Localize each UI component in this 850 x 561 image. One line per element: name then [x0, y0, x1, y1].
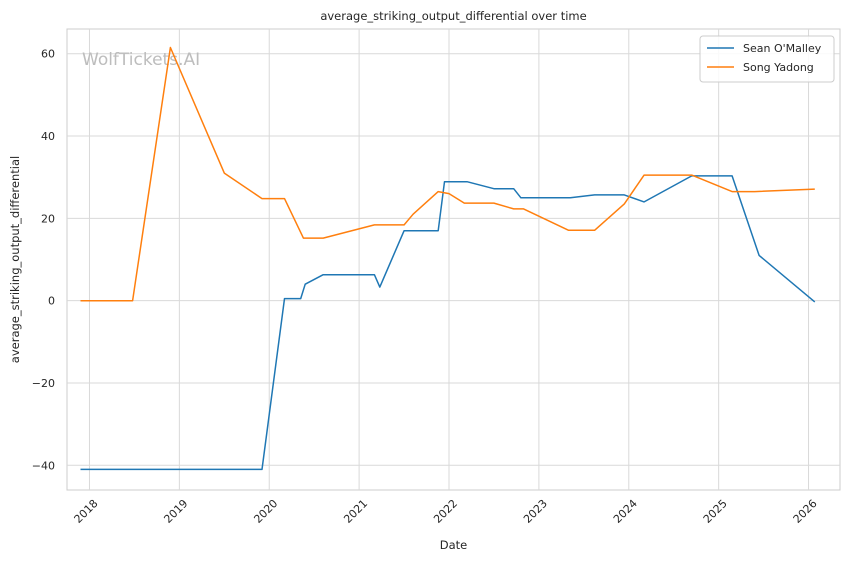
x-tick-label: 2018: [72, 497, 101, 526]
legend: Sean O'Malley Song Yadong: [699, 35, 835, 83]
grid-lines: [67, 29, 840, 490]
y-tick-label: −40: [32, 459, 55, 472]
x-tick-label: 2024: [611, 497, 640, 526]
y-tick-label: 20: [41, 212, 55, 225]
x-tick-label: 2021: [341, 497, 370, 526]
series-line: [80, 46, 815, 302]
y-tick-label: 40: [41, 130, 55, 143]
y-tick-label: 0: [48, 295, 55, 308]
x-tick-label: 2020: [251, 497, 280, 526]
y-axis-label: average_striking_output_differential: [8, 156, 22, 363]
x-axis-label: Date: [440, 538, 468, 552]
legend-label: Song Yadong: [743, 61, 814, 74]
series-lines: [80, 46, 816, 471]
y-axis-ticks: −40 −20 0 20 40 60: [32, 48, 55, 473]
x-tick-label: 2026: [791, 497, 820, 526]
x-axis-ticks: 2018 2019 2020 2021 2022 2023 2024 2025 2026: [72, 497, 820, 526]
x-tick-label: 2019: [161, 497, 190, 526]
series-line: [80, 175, 816, 471]
x-tick-label: 2023: [521, 497, 550, 526]
watermark-text: WolfTickets.AI: [82, 50, 200, 70]
y-tick-label: −20: [32, 377, 55, 390]
legend-label: Sean O'Malley: [743, 42, 822, 55]
plot-area: [66, 28, 841, 491]
y-tick-label: 60: [41, 48, 55, 61]
chart-title: average_striking_output_differential ove…: [320, 9, 586, 23]
x-tick-label: 2025: [701, 497, 730, 526]
x-tick-label: 2022: [431, 497, 460, 526]
legend-items: Sean O'Malley Song Yadong: [707, 42, 822, 74]
